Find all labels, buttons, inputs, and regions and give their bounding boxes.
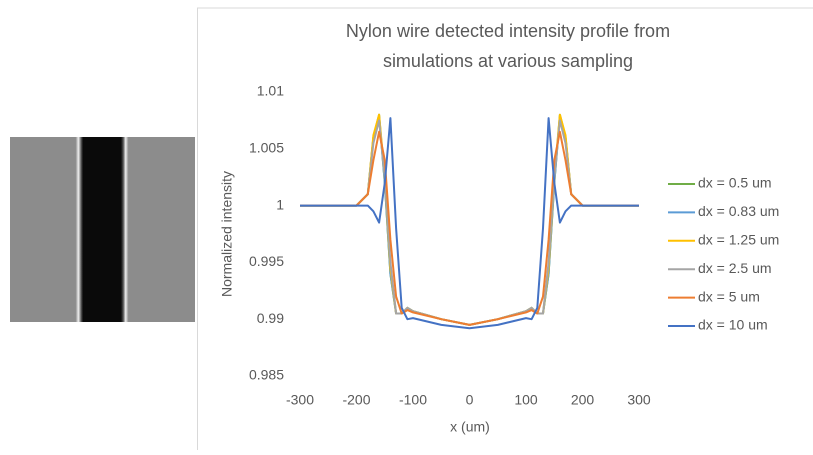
y-tick-label: 1.005: [249, 140, 284, 156]
x-tick-label: 100: [514, 392, 538, 408]
y-tick-label: 0.985: [249, 367, 284, 383]
series-line: [300, 113, 639, 326]
series-line: [300, 116, 639, 326]
legend-label: dx = 1.25 um: [698, 232, 779, 248]
series-line: [300, 119, 639, 326]
x-tick-label: 200: [571, 392, 595, 408]
chart-title: Nylon wire detected intensity profile fr…: [346, 21, 670, 41]
x-tick-label: -300: [286, 392, 314, 408]
y-tick-label: 0.995: [249, 253, 284, 269]
series-line: [300, 117, 639, 330]
y-axis-label: Normalized intensity: [219, 171, 235, 297]
legend-label: dx = 0.83 um: [698, 203, 779, 219]
series-line: [300, 113, 639, 326]
x-tick-label: 0: [466, 392, 474, 408]
chart-title: simulations at various sampling: [383, 51, 633, 71]
y-tick-label: 0.99: [257, 310, 284, 326]
legend-label: dx = 2.5 um: [698, 260, 772, 276]
legend-label: dx = 10 um: [698, 317, 768, 333]
y-tick-label: 1: [276, 196, 284, 212]
x-axis-label: x (um): [450, 419, 490, 435]
legend-label: dx = 0.5 um: [698, 175, 772, 191]
y-tick-label: 1.01: [257, 83, 284, 99]
x-tick-label: -200: [342, 392, 370, 408]
x-tick-label: 300: [627, 392, 651, 408]
legend-label: dx = 5 um: [698, 288, 760, 304]
wire-image: [10, 137, 195, 322]
x-tick-label: -100: [399, 392, 427, 408]
series-line: [300, 130, 639, 326]
